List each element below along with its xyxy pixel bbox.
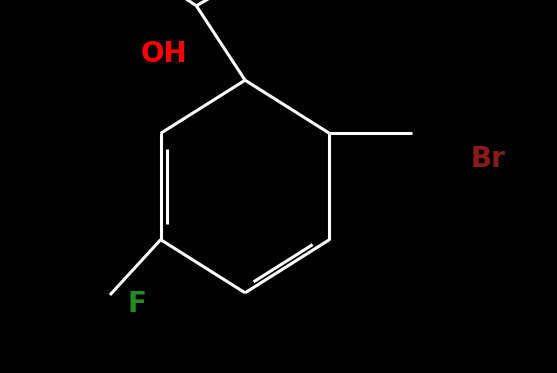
Text: F: F xyxy=(127,290,146,318)
Text: OH: OH xyxy=(141,40,188,68)
Text: Br: Br xyxy=(471,144,506,173)
